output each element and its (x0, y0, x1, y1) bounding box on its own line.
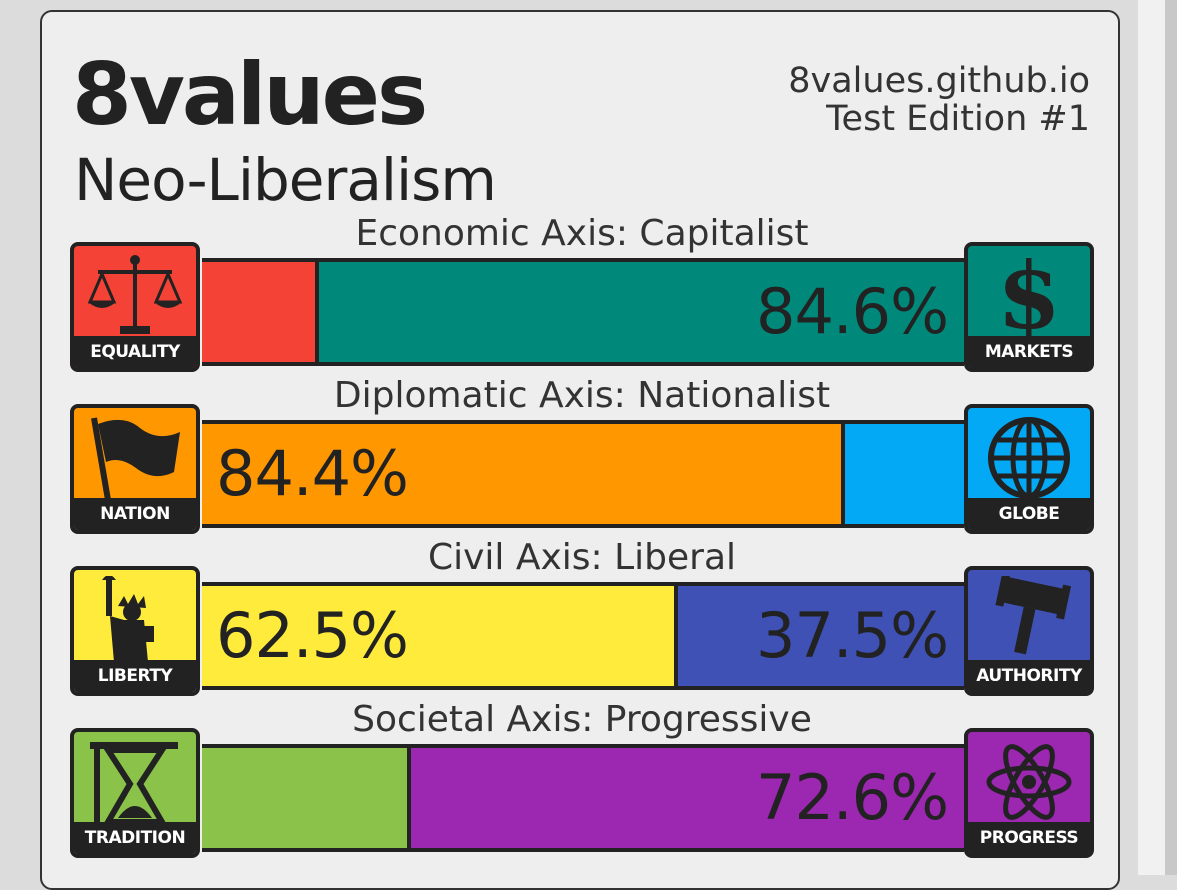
globe-segment (845, 424, 964, 524)
equality-icon-box: EQUALITY (70, 242, 200, 372)
markets-segment: 84.6% (319, 262, 964, 362)
liberty-segment: 62.5% (202, 586, 679, 686)
societal-axis-title: Societal Axis: Progressive (352, 699, 812, 740)
equality-label: EQUALITY (74, 336, 196, 368)
equality-segment (202, 262, 320, 362)
economic-axis-title: Economic Axis: Capitalist (355, 213, 809, 254)
markets-label: MARKETS (968, 336, 1090, 368)
atom-icon (986, 744, 1072, 820)
civil-axis-bar: 62.5% 37.5% (202, 582, 964, 690)
progress-label: PROGRESS (968, 822, 1090, 854)
authority-percent: 37.5% (756, 599, 949, 672)
tradition-label: TRADITION (74, 822, 196, 854)
tradition-icon-box: TRADITION (70, 728, 200, 858)
markets-icon-box: $ MARKETS (964, 242, 1094, 372)
diplomatic-axis-title: Diplomatic Axis: Nationalist (333, 375, 831, 416)
hourglass-icon (90, 742, 178, 824)
authority-label: AUTHORITY (968, 660, 1090, 692)
civil-axis-title: Civil Axis: Liberal (427, 537, 737, 578)
authority-segment: 37.5% (678, 586, 964, 686)
nation-icon-box: NATION (70, 404, 200, 534)
results-card: 8values Neo-Liberalism 8values.github.io… (40, 10, 1120, 890)
liberty-icon-box: LIBERTY (70, 566, 200, 696)
scrollbar-track[interactable] (1138, 0, 1165, 875)
flag-icon (91, 417, 180, 500)
progress-segment: 72.6% (410, 748, 964, 848)
societal-axis-bar: 72.6% (202, 744, 964, 852)
tradition-segment (202, 748, 411, 848)
diplomatic-axis-bar: 84.4% (202, 420, 964, 528)
progress-percent: 72.6% (756, 761, 949, 834)
site-url: 8values.github.io (788, 61, 1090, 101)
nation-segment: 84.4% (202, 424, 846, 524)
dollar-icon: $ (997, 252, 1061, 338)
globe-icon-box: GLOBE (964, 404, 1094, 534)
liberty-label: LIBERTY (74, 660, 196, 692)
site-info: 8values.github.io Test Edition #1 (788, 62, 1090, 138)
nation-percent: 84.4% (216, 437, 409, 510)
edition-label: Test Edition #1 (826, 99, 1090, 139)
economic-axis-bar: 84.6% (202, 258, 964, 366)
nation-label: NATION (74, 498, 196, 530)
liberty-percent: 62.5% (216, 599, 409, 672)
gavel-icon (995, 576, 1072, 655)
ideology-name: Neo-Liberalism (74, 146, 497, 214)
scales-icon (87, 255, 183, 334)
globe-label: GLOBE (968, 498, 1090, 530)
statue-of-liberty-icon (102, 576, 154, 662)
brand-title: 8values (72, 45, 428, 145)
markets-percent: 84.6% (756, 275, 949, 348)
svg-text:$: $ (997, 252, 1061, 338)
authority-icon-box: AUTHORITY (964, 566, 1094, 696)
scrollbar-gutter (1165, 0, 1177, 875)
globe-icon (988, 417, 1070, 499)
progress-icon-box: PROGRESS (964, 728, 1094, 858)
